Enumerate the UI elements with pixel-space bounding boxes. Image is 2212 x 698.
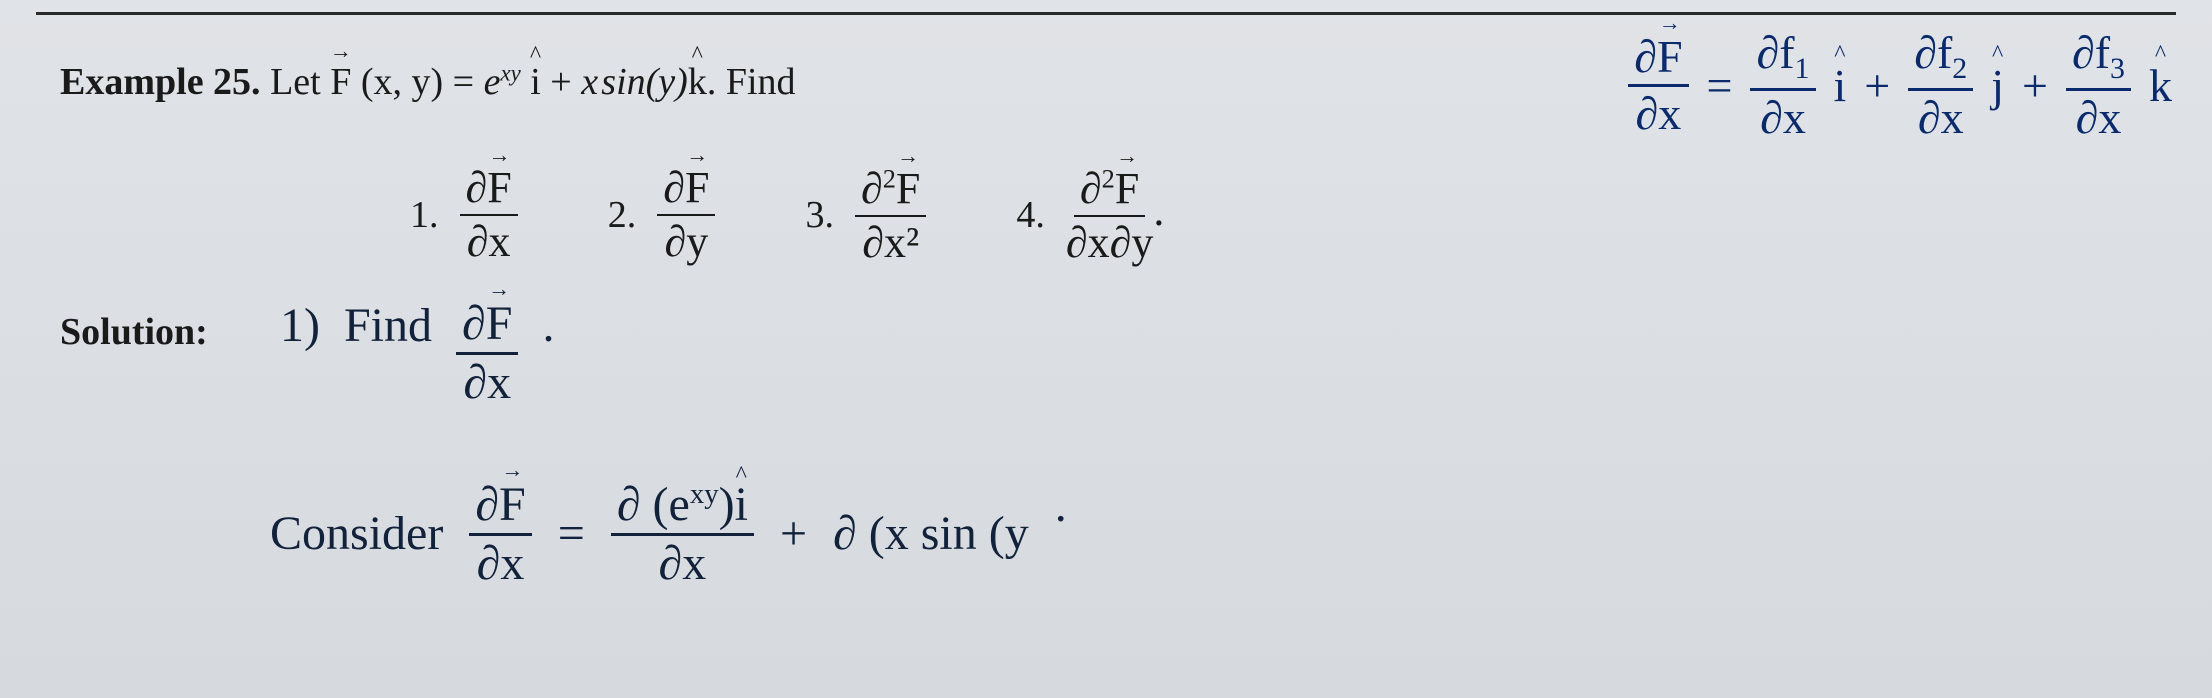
deriv-2-num: 2. (608, 194, 637, 236)
deriv-3-num: 3. (805, 194, 834, 236)
k-hat-icon: k (688, 60, 707, 104)
hand1-F: F (486, 300, 513, 348)
hand2-lhs-den: ∂x (477, 536, 525, 588)
deriv-1-F: F (487, 166, 511, 210)
example-heading: Example 25. Let F (x, y) = exy i + x sin… (60, 60, 796, 104)
hand2-F: F (499, 481, 526, 529)
hand2-r1-den: ∂x (659, 536, 707, 588)
annot-t1-den: ∂x (1760, 91, 1806, 141)
annot-eq: = (1707, 59, 1733, 112)
example-args: (x, y) = (361, 61, 484, 103)
example-let: Let (270, 61, 330, 103)
page: { "colors": { "paper_bg_top": "#e0e3e7",… (0, 0, 2212, 698)
horizontal-rule (36, 12, 2176, 15)
deriv-1-num: 1. (410, 194, 439, 236)
annot-j-hat: j (1991, 59, 2004, 112)
hand2-r1-num: ∂ (exy)i (611, 480, 754, 536)
annot-F: F (1657, 34, 1683, 80)
annot-t2-num: ∂f2 (1908, 30, 1973, 91)
hand2-plus: + (780, 508, 807, 561)
deriv-4-F: F (1115, 167, 1139, 211)
annot-i-hat: i (1834, 59, 1847, 112)
example-Fvec: F (330, 60, 351, 104)
hand2-i-hat: i (735, 481, 748, 529)
hand2-word: Consider (270, 508, 443, 561)
list-trailing-dot: . (1153, 186, 1164, 235)
deriv-4-num: 4. (1016, 194, 1045, 236)
solution-label: Solution: (60, 310, 208, 354)
deriv-item-4: 4. ∂2F ∂x∂y . (1016, 165, 1164, 265)
deriv-item-1: 1. ∂F ∂x (410, 166, 518, 264)
deriv-item-2: 2. ∂F ∂y (608, 166, 716, 264)
annot-t3-den: ∂x (2076, 91, 2122, 141)
deriv-item-3: 3. ∂2F ∂x² (805, 165, 926, 265)
deriv-3-F: F (896, 167, 920, 211)
term1-exp: xy (500, 60, 520, 85)
annot-plus1: + (1864, 59, 1890, 112)
hand2-dot: . (1055, 480, 1067, 533)
i-hat-icon: i (530, 60, 541, 104)
annot-plus2: + (2022, 59, 2048, 112)
hand1-dot: . (542, 300, 554, 353)
hand-line-1: 1) Find ∂F ∂x . (280, 300, 554, 407)
hand1-den: ∂x (463, 355, 511, 407)
term1-base: e (484, 61, 501, 103)
deriv-1-den: ∂x (467, 216, 511, 264)
annot-t3-num: ∂f3 (2066, 30, 2131, 91)
annot-lhs-den: ∂x (1636, 87, 1682, 137)
annot-t2-den: ∂x (1918, 91, 1964, 141)
blue-annotation: ∂F ∂x = ∂f1 ∂x i + ∂f2 ∂x j + ∂f3 ∂x k (1628, 30, 2172, 141)
example-trailing: . Find (707, 61, 796, 103)
hand-line-2: Consider ∂F ∂x = ∂ (exy)i ∂x + ∂ (x sin … (270, 480, 1067, 588)
annot-k-hat: k (2149, 59, 2172, 112)
annot-t1-num: ∂f1 (1750, 30, 1815, 91)
term2-coef: x (581, 61, 598, 103)
plus-1: + (550, 61, 581, 103)
example-label: Example 25. (60, 61, 261, 103)
deriv-2-F: F (685, 166, 709, 210)
hand1-lead: 1) (280, 300, 320, 353)
deriv-4-den: ∂x∂y (1066, 217, 1153, 265)
deriv-3-den: ∂x² (862, 217, 919, 265)
hand2-eq: = (558, 508, 585, 561)
hand2-r2: ∂ (x sin (y (833, 508, 1029, 561)
derivative-list: 1. ∂F ∂x 2. ∂F ∂y 3. ∂2F ∂x² 4. ∂2F ∂x∂ (410, 165, 1164, 265)
hand1-word: Find (344, 300, 432, 353)
term2-trig: sin(y) (601, 61, 688, 103)
deriv-2-den: ∂y (664, 216, 708, 264)
